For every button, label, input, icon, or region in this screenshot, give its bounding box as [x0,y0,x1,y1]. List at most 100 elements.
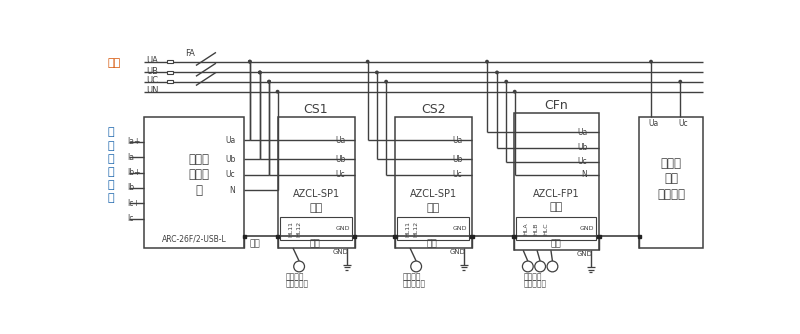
Bar [393,234,397,238]
Text: AZCL-FP1: AZCL-FP1 [533,189,580,199]
Text: 灯（可选）: 灯（可选） [524,280,547,289]
Circle shape [678,80,682,84]
Text: Ic+: Ic+ [127,199,140,208]
Bar [166,71,173,74]
Text: 电源: 电源 [107,58,121,68]
Text: AZCL-SP1: AZCL-SP1 [410,189,457,199]
Text: Ua: Ua [226,136,235,145]
Circle shape [534,261,546,272]
Text: 共补: 共补 [426,203,440,213]
Text: Ua: Ua [335,136,346,145]
Bar [639,117,702,248]
Text: UC: UC [146,76,158,86]
Text: GND: GND [450,249,466,255]
Text: 数控制: 数控制 [189,168,210,181]
Text: Ib+: Ib+ [127,168,141,177]
Circle shape [513,90,517,94]
Text: 灯（可选）: 灯（可选） [402,280,426,289]
Bar [166,60,173,63]
Bar [353,234,357,238]
Circle shape [485,60,489,63]
Text: Ua: Ua [577,128,587,137]
Text: N: N [582,170,587,179]
Text: Ua: Ua [649,119,659,128]
Circle shape [495,70,499,74]
Text: 状态指示: 状态指示 [402,273,421,282]
Text: 流: 流 [107,193,114,203]
Circle shape [649,60,653,63]
Text: 功率因: 功率因 [189,153,210,166]
Text: 网线: 网线 [249,239,260,248]
Circle shape [522,261,533,272]
Text: HL11: HL11 [405,221,410,237]
Bar [278,117,354,248]
Text: GND: GND [453,226,467,231]
Text: HL12: HL12 [297,221,302,237]
Text: FA: FA [186,49,195,58]
Text: Ub: Ub [335,155,346,164]
Text: 共补: 共补 [310,203,322,213]
Text: Ia: Ia [127,153,134,162]
Text: 状态指示: 状态指示 [286,273,304,282]
Text: 示仪: 示仪 [664,172,678,185]
Bar [470,234,474,238]
Circle shape [276,90,279,94]
Text: 网线: 网线 [427,239,438,248]
Text: Uc: Uc [678,119,687,128]
Text: GND: GND [335,226,350,231]
Text: GND: GND [577,251,593,257]
Text: CFn: CFn [545,99,568,112]
Text: Ua: Ua [452,136,462,145]
Text: Ia+: Ia+ [127,137,141,146]
Text: 次: 次 [107,167,114,177]
Bar [638,234,642,238]
Text: UA: UA [146,56,158,65]
Circle shape [248,60,252,63]
Text: Uc: Uc [226,170,235,179]
Text: UB: UB [146,67,158,76]
Text: Ib: Ib [127,183,134,192]
Circle shape [267,80,271,84]
Bar [276,234,279,238]
Text: Uc: Uc [452,170,462,179]
Text: ARC-26F/2-USB-L: ARC-26F/2-USB-L [162,234,226,243]
Text: HLB: HLB [533,222,538,235]
Text: Ub: Ub [577,143,587,152]
Circle shape [248,60,252,63]
Circle shape [267,80,271,84]
Text: N: N [229,186,235,195]
Text: HL12: HL12 [414,221,418,237]
Bar [242,234,246,238]
Text: 柜: 柜 [107,141,114,151]
Text: 分补: 分补 [550,202,563,212]
Circle shape [366,60,370,63]
Bar [512,234,516,238]
Circle shape [258,70,262,74]
Text: HLC: HLC [543,222,548,235]
Text: AZCL-SP1: AZCL-SP1 [293,189,340,199]
Text: 网线: 网线 [310,239,321,248]
Bar [514,113,598,250]
Text: 状态指示: 状态指示 [524,273,542,282]
Bar [397,217,470,240]
Text: 灯（可选）: 灯（可选） [286,280,308,289]
Text: （可选）: （可选） [657,188,685,201]
Text: GND: GND [333,249,349,255]
Text: 电: 电 [107,180,114,190]
Circle shape [547,261,558,272]
Bar [597,234,601,238]
Text: CS1: CS1 [304,103,328,116]
Text: HL11: HL11 [288,221,293,237]
Text: HLA: HLA [523,222,528,235]
Circle shape [504,80,508,84]
Text: Ic: Ic [127,214,134,223]
Circle shape [384,80,388,84]
Text: GND: GND [579,226,594,231]
Text: Uc: Uc [335,170,345,179]
Text: Ub: Ub [452,155,462,164]
Text: 网线: 网线 [550,239,561,248]
Text: 二: 二 [107,154,114,164]
Bar [516,217,596,240]
Bar [144,117,245,248]
Circle shape [410,261,422,272]
